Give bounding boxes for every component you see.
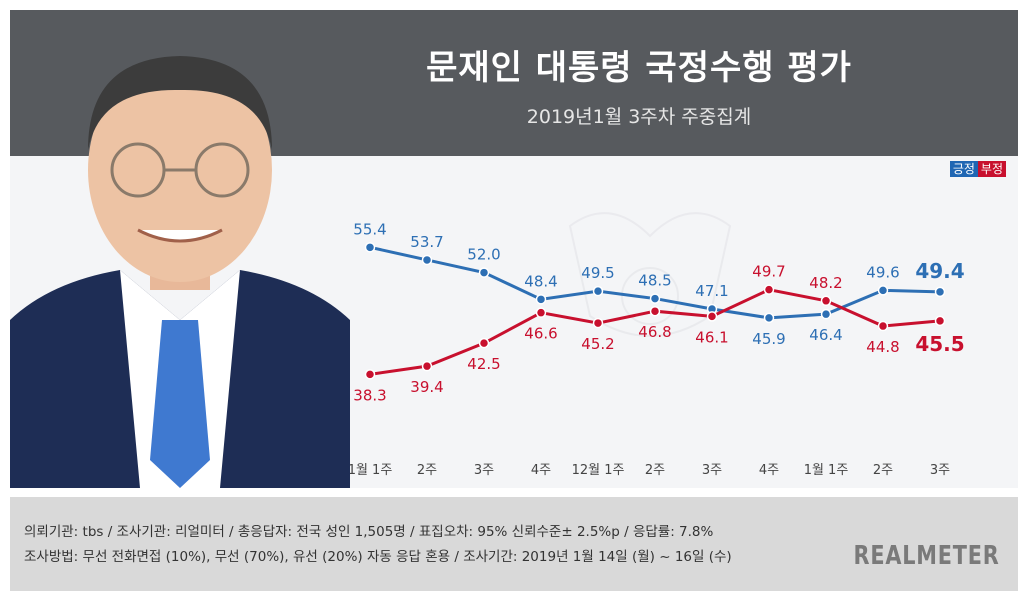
data-point	[649, 305, 661, 317]
data-point	[877, 285, 889, 296]
data-label: 49.4	[915, 259, 964, 283]
data-point	[763, 284, 775, 295]
data-label: 47.1	[695, 282, 728, 300]
line-chart: 55.4 53.7 52.0 48.4 49.5 48.5 47.1 45.9 46.4 49.6…	[348, 212, 965, 478]
x-tick-label: 12월 1주	[572, 463, 625, 478]
data-label: 46.8	[638, 323, 671, 341]
data-point	[364, 242, 376, 253]
x-tick-label: 3주	[930, 463, 950, 478]
data-point	[934, 286, 946, 298]
data-label: 45.5	[915, 332, 964, 356]
data-point	[592, 285, 604, 297]
footer-survey-info: 의뢰기관: tbs / 조사기관: 리얼미터 / 총응답자: 전국 성인 1,5…	[24, 524, 714, 540]
data-label: 55.4	[353, 220, 386, 238]
data-label: 45.9	[752, 330, 785, 348]
x-tick-label: 3주	[474, 463, 494, 478]
survey-footer: 의뢰기관: tbs / 조사기관: 리얼미터 / 총응답자: 전국 성인 1,5…	[10, 497, 1018, 591]
chart-legend: 긍정 부정	[949, 160, 1006, 177]
data-point	[478, 267, 490, 278]
data-point	[820, 295, 832, 307]
data-label: 49.6	[866, 263, 899, 281]
data-label: 42.5	[467, 355, 500, 373]
watermark-emblem	[568, 212, 732, 337]
chart-title: 문재인 대통령 국정수행 평가	[426, 48, 852, 88]
brand-logo: REALMETER	[853, 541, 1000, 571]
chart-subtitle: 2019년1월 3주차 주중집계	[526, 106, 752, 128]
data-label: 45.2	[581, 335, 614, 353]
data-label: 46.4	[809, 326, 842, 344]
x-tick-label: 1월 1주	[804, 463, 849, 478]
data-point	[877, 320, 889, 332]
legend-positive: 긍정	[949, 161, 978, 177]
x-tick-label: 3주	[702, 463, 722, 478]
data-label: 46.1	[695, 328, 728, 346]
data-label: 48.4	[524, 272, 557, 290]
data-point	[364, 369, 376, 380]
data-point	[706, 311, 718, 322]
x-tick-label: 2주	[417, 463, 437, 478]
x-tick-label: 4주	[531, 463, 551, 478]
data-label: 49.7	[752, 263, 785, 281]
legend-negative: 부정	[977, 161, 1006, 177]
data-label: 52.0	[467, 246, 500, 264]
footer-survey-method: 조사방법: 무선 전화면접 (10%), 무선 (70%), 유선 (20%) …	[24, 549, 732, 565]
data-point	[535, 294, 547, 305]
data-point	[649, 293, 661, 304]
data-label: 48.2	[809, 274, 842, 292]
president-portrait	[10, 56, 350, 488]
data-label: 39.4	[410, 378, 443, 396]
x-tick-label: 2주	[873, 463, 893, 478]
data-label: 46.6	[524, 325, 557, 343]
data-point	[421, 254, 433, 266]
data-point	[763, 312, 775, 324]
x-tick-label: 2주	[645, 463, 665, 478]
data-label: 38.3	[353, 386, 386, 404]
x-tick-label: 4주	[759, 463, 779, 478]
data-point	[535, 307, 547, 318]
data-point	[820, 308, 832, 320]
data-label: 49.5	[581, 264, 614, 282]
x-tick-label: 1월 1주	[348, 463, 393, 478]
data-point	[478, 337, 490, 349]
data-label: 53.7	[410, 233, 443, 251]
data-point	[592, 317, 604, 329]
data-label: 48.5	[638, 272, 671, 290]
data-label: 44.8	[866, 338, 899, 356]
data-point	[934, 315, 946, 327]
data-point	[421, 360, 433, 372]
